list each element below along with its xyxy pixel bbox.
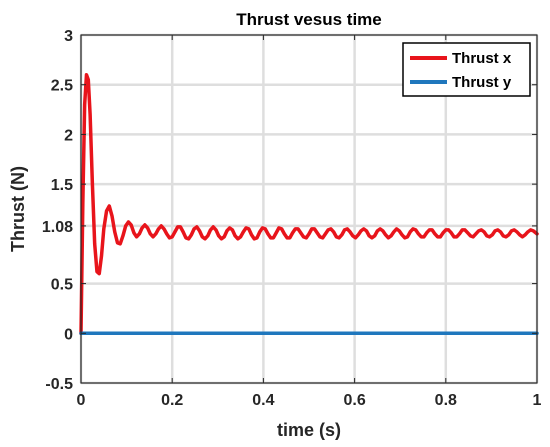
- x-ticks: 0 0.2 0.4 0.6 0.8 1: [77, 35, 542, 409]
- x-axis-label: time (s): [277, 420, 341, 440]
- chart-title: Thrust vesus time: [236, 10, 382, 29]
- series-layer: [79, 73, 539, 336]
- y-tick-label: 3: [64, 28, 73, 45]
- x-tick-label: 0: [77, 392, 86, 409]
- series-line-thrust-x: [79, 73, 539, 336]
- y-tick-label: 2.5: [51, 78, 73, 95]
- x-tick-label: 0.6: [343, 392, 365, 409]
- legend: Thrust x Thrust y: [402, 42, 531, 97]
- legend-box: [402, 42, 531, 97]
- x-tick-label: 0.2: [161, 392, 183, 409]
- legend-label-thrust-y: Thrust y: [452, 74, 512, 91]
- y-tick-label: 0.5: [51, 277, 73, 294]
- y-tick-label: 1.5: [51, 177, 73, 194]
- x-tick-label: 0.4: [252, 392, 274, 409]
- x-tick-label: 0.8: [435, 392, 457, 409]
- y-axis-label: Thrust (N): [8, 166, 28, 252]
- y-tick-label: 1.08: [42, 219, 73, 236]
- y-tick-label: -0.5: [45, 376, 73, 393]
- y-tick-label: 0: [64, 326, 73, 343]
- legend-label-thrust-x: Thrust x: [452, 50, 512, 67]
- y-tick-label: 2: [64, 127, 73, 144]
- y-ticks: -0.5 0 0.5 1.08 1.5 2 2.5 3: [42, 28, 537, 393]
- x-tick-label: 1: [533, 392, 542, 409]
- plot-frame: [80, 34, 538, 384]
